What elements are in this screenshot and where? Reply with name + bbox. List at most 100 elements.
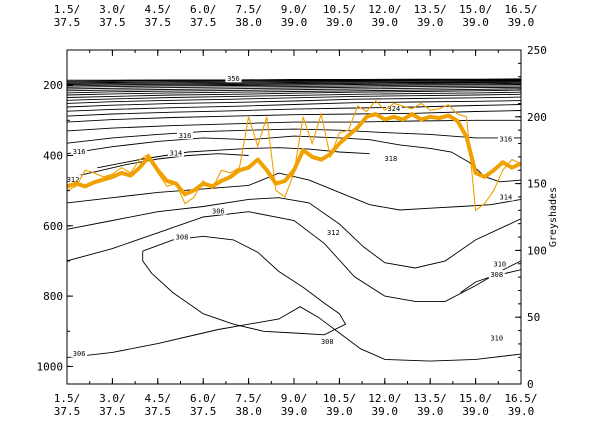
contour-label-bg — [491, 259, 508, 268]
isentrope-334-17 — [67, 89, 521, 98]
top-x-tick-label-line2: 39.0 — [417, 16, 444, 29]
left-y-tick-label: 200 — [43, 79, 63, 92]
bottom-x-tick-label-line2: 39.0 — [462, 405, 489, 418]
bottom-x-tick-label-line2: 37.5 — [99, 405, 126, 418]
bottom-x-tick-label-line1: 1.5/ — [54, 392, 81, 405]
right-y-tick-label: 100 — [527, 244, 547, 257]
greyshade-series — [67, 99, 521, 212]
top-x-tick-label-line2: 37.5 — [54, 16, 81, 29]
left-y-tick-label: 600 — [43, 220, 63, 233]
bottom-x-tick-label-line2: 39.0 — [508, 405, 535, 418]
contour-label: 324 — [388, 105, 401, 113]
contour-label-bg — [319, 336, 336, 345]
contour-label-bg — [385, 104, 402, 113]
isentrope-308-1 — [142, 235, 347, 336]
bottom-x-tick-label-line2: 37.5 — [145, 405, 172, 418]
top-x-tick-label-line1: 3.0/ — [99, 3, 126, 16]
contour-label: 308 — [321, 338, 334, 346]
bottom-x-tick-label-line1: 3.0/ — [99, 392, 126, 405]
bottom-x-tick-label-line2: 37.5 — [54, 405, 81, 418]
top-x-tick-label-line2: 37.5 — [145, 16, 172, 29]
bottom-x-tick-label-line1: 16.5/ — [504, 392, 537, 405]
isentrope-324-12 — [67, 104, 521, 117]
right-y-tick-label: 200 — [527, 111, 547, 124]
bottom-x-tick-label-line1: 7.5/ — [235, 392, 262, 405]
contour-label-bg — [71, 349, 88, 358]
top-x-tick-label-line1: 6.0/ — [190, 3, 217, 16]
top-x-tick-label-line2: 37.5 — [99, 16, 126, 29]
bottom-x-tick-label-line2: 39.0 — [281, 405, 308, 418]
contour-label: 308 — [176, 233, 189, 241]
bottom-x-tick-label-line1: 9.0/ — [281, 392, 308, 405]
contour-label-bg — [497, 192, 514, 201]
bottom-x-tick-label-line2: 39.0 — [326, 405, 353, 418]
top-x-tick-label-line2: 39.0 — [326, 16, 353, 29]
top-x-tick-label-line2: 38.0 — [235, 16, 262, 29]
top-x-tick-label-line1: 16.5/ — [504, 3, 537, 16]
contour-label: 314 — [170, 150, 183, 158]
top-x-tick-label-line1: 7.5/ — [235, 3, 262, 16]
isentrope-contours — [67, 78, 521, 362]
isentrope-312-4 — [67, 197, 521, 269]
bottom-x-tick-label-line1: 13.5/ — [414, 392, 447, 405]
right-axis-label: Greyshades — [548, 187, 559, 247]
isentrope-342-21 — [67, 84, 521, 90]
isentrope-316-8 — [67, 135, 521, 183]
isentrope-310-3 — [67, 211, 521, 302]
top-x-tick-label-line1: 15.0/ — [459, 3, 492, 16]
bottom-x-tick-label-line1: 10.5/ — [323, 392, 356, 405]
contour-label-bg — [488, 270, 505, 279]
right-y-tick-label: 250 — [527, 44, 547, 57]
contour-label-bg — [497, 134, 514, 143]
contour-label: 312 — [327, 229, 340, 237]
bottom-x-tick-label-line1: 15.0/ — [459, 392, 492, 405]
right-y-tick-label: 0 — [527, 378, 534, 391]
bottom-x-tick-label-line2: 37.5 — [190, 405, 217, 418]
isentrope-318-9 — [67, 128, 521, 144]
contour-label-bg — [488, 333, 505, 342]
contour-label: 316 — [179, 132, 192, 140]
right-y-tick-label: 150 — [527, 178, 547, 191]
bottom-x-tick-label-line2: 38.0 — [235, 405, 262, 418]
bottom-x-tick-label-line2: 39.0 — [417, 405, 444, 418]
contour-label-bg — [65, 175, 82, 184]
top-x-tick-label-line2: 39.0 — [462, 16, 489, 29]
bottom-x-tick-label-line1: 6.0/ — [190, 392, 217, 405]
isentrope-350-25 — [67, 80, 521, 84]
top-x-tick-label-line2: 39.0 — [508, 16, 535, 29]
isentrope-346-23 — [67, 81, 521, 87]
left-y-tick-label: 800 — [43, 290, 63, 303]
contour-label: 318 — [385, 155, 398, 163]
contour-label: 306 — [73, 350, 86, 358]
contour-label: 312 — [67, 176, 80, 184]
isentrope-330-15 — [67, 93, 521, 104]
isentrope-332-16 — [67, 91, 521, 101]
isentrope-314-5 — [67, 172, 521, 211]
isentrope-340-20 — [67, 85, 521, 92]
contour-label: 356 — [227, 75, 240, 83]
contour-label-bg — [167, 148, 184, 157]
contour-label-bg — [177, 131, 194, 140]
isentrope-352-26 — [67, 79, 521, 83]
top-x-tick-label-line2: 39.0 — [372, 16, 399, 29]
top-x-tick-label-line1: 12.0/ — [368, 3, 401, 16]
isentrope-312-6 — [67, 153, 249, 179]
right-y-tick-label: 50 — [527, 311, 540, 324]
bottom-x-tick-label-line1: 12.0/ — [368, 392, 401, 405]
top-x-tick-label-line1: 13.5/ — [414, 3, 447, 16]
isentrope-306-0 — [67, 306, 521, 362]
top-x-tick-label-line1: 1.5/ — [54, 3, 81, 16]
isentrope-338-19 — [67, 86, 521, 94]
top-x-tick-label-line1: 10.5/ — [323, 3, 356, 16]
contour-label-bg — [382, 153, 399, 162]
greyshade-thick-line — [67, 112, 521, 197]
contour-labels: 306 308 308 308 310 310 312 312 314 314 316 316 316 3… — [65, 74, 514, 358]
top-x-tick-label-line1: 9.0/ — [281, 3, 308, 16]
isentrope-348-24 — [67, 81, 521, 85]
isentrope-344-22 — [67, 82, 521, 88]
top-x-tick-label-line2: 37.5 — [190, 16, 217, 29]
isentrope-308-2 — [460, 269, 521, 293]
isentrope-336-18 — [67, 88, 521, 96]
